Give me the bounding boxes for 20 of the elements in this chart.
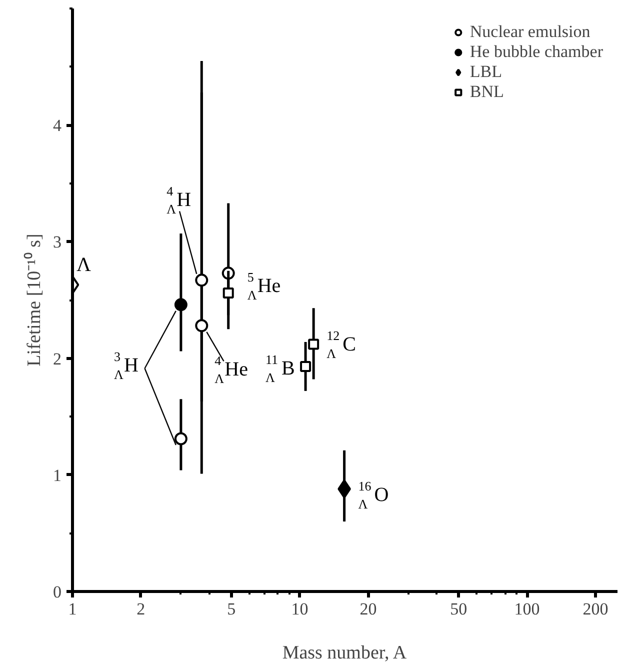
x-tick-label: 5 [227,600,236,618]
y-tick-label: 3 [53,232,62,252]
legend-label: He bubble chamber [470,42,603,62]
legend-label: LBL [470,62,502,82]
y-tick-label: 4 [53,116,62,136]
y-tick-label: 0 [53,582,62,602]
x-tick-label: 100 [514,600,540,618]
y-tick-label: 1 [53,466,62,485]
x-tick-label: 20 [360,600,377,618]
annotation: Λ [76,254,92,276]
x-tick-label: 50 [450,600,468,618]
x-tick-label: 10 [291,600,308,618]
x-tick-label: 2 [136,600,146,618]
x-tick-label: 200 [582,600,608,618]
legend-label: BNL [470,82,504,102]
x-axis-title: Mass number, A [282,642,407,664]
y-tick-label: 2 [53,349,62,368]
legend-label: Nuclear emulsion [470,22,590,42]
y-axis-title: Lifetime [10⁻¹⁰ s] [23,234,45,366]
x-tick-label: 1 [68,600,77,618]
